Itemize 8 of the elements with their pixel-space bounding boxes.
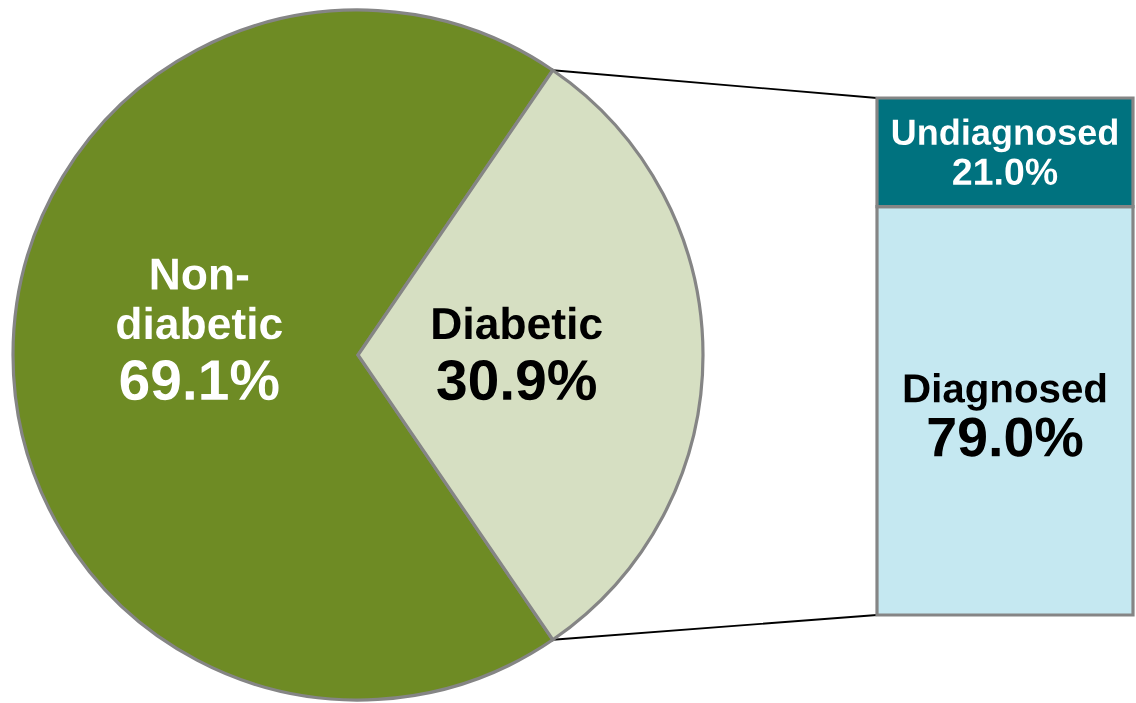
data-label: 69.1% [120,359,279,401]
slice-label: Diabetic [433,306,602,340]
slice-label: Non-diabetic [117,258,282,340]
data-label: 30.9% [437,359,596,401]
data-label: 21.0% [953,158,1058,185]
data-label: 79.0% [928,417,1083,457]
series-label: Diagnosed [904,373,1106,411]
series-label: Undiagnosed [892,118,1117,153]
